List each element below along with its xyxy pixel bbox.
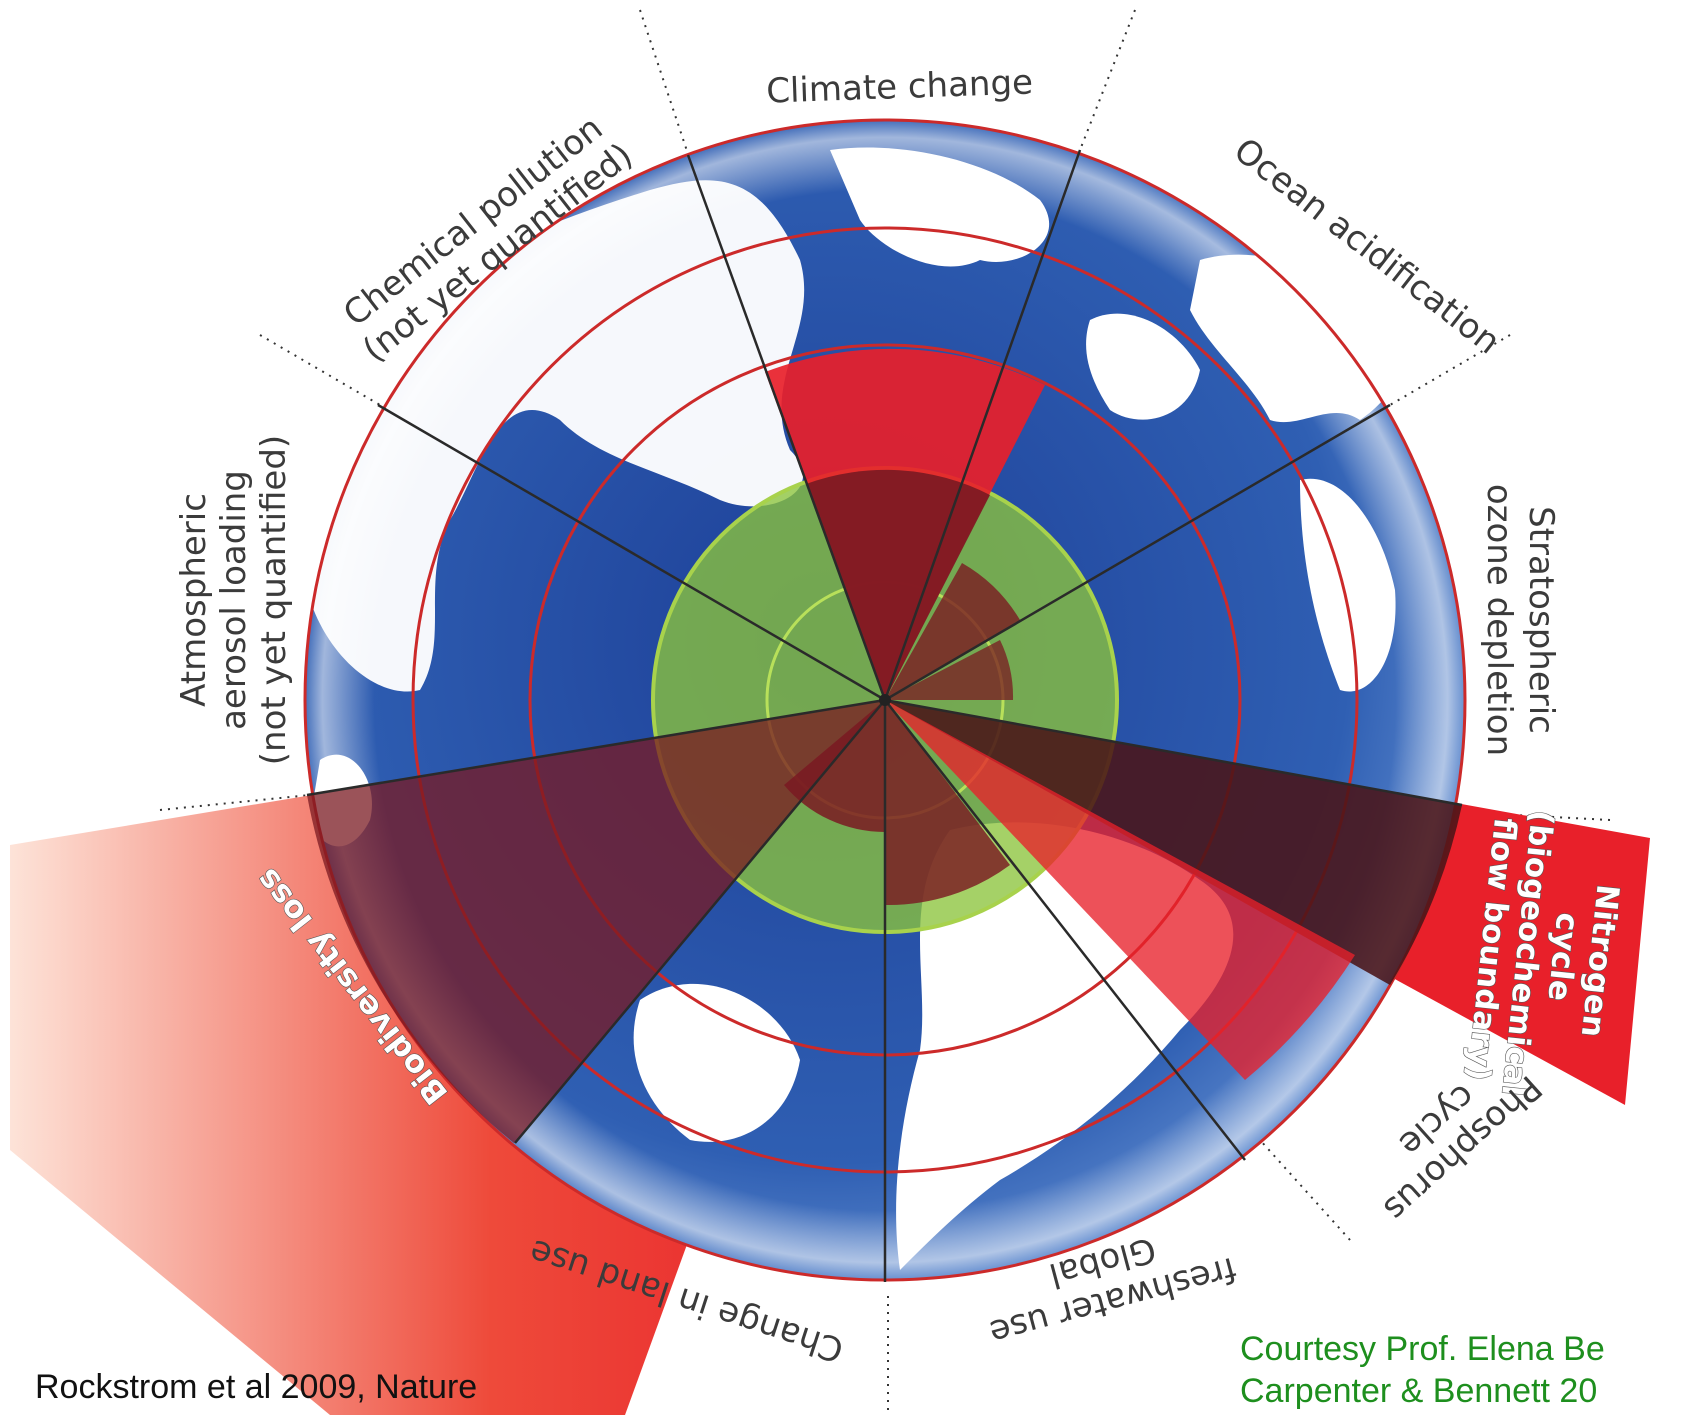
label-aerosol-3: (not yet quantified) [254, 435, 294, 765]
phosphorus-sector [885, 700, 1355, 1080]
citation-credit: Rockstrom et al 2009, Nature [35, 1368, 478, 1406]
label-ozone-1: Stratospheric [1521, 506, 1561, 734]
ozone-sector [885, 640, 1014, 700]
label-climate-change: Climate change [766, 62, 1034, 111]
land-use-sector [784, 700, 885, 832]
label-aerosol-2: aerosol loading [214, 470, 254, 730]
biodiversity-inner-sector [307, 700, 885, 1143]
sector-spokes [306, 149, 1463, 1282]
ocean-acidification-sector [885, 563, 1020, 700]
label-ozone-2: ozone depletion [1479, 484, 1519, 756]
courtesy-credit: Courtesy Prof. Elena Be Carpenter & Benn… [1240, 1328, 1605, 1412]
freshwater-sector [885, 700, 1010, 906]
nitrogen-dark-sector [885, 700, 1462, 985]
courtesy-line-1: Courtesy Prof. Elena Be [1240, 1330, 1605, 1368]
dotted-spokes [159, 9, 1611, 1410]
measured-sectors [307, 348, 1462, 1143]
courtesy-line-2: Carpenter & Bennett 20 [1240, 1372, 1598, 1410]
label-aerosol-1: Atmospheric [174, 493, 214, 707]
